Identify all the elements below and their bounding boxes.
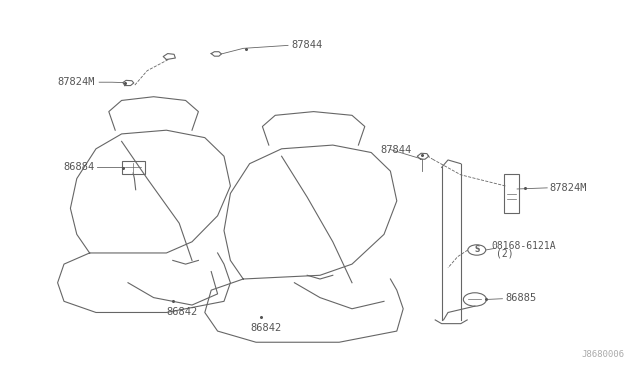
- Text: 86842: 86842: [250, 323, 281, 333]
- Text: 86885: 86885: [506, 294, 537, 303]
- FancyBboxPatch shape: [504, 174, 519, 213]
- Text: 86842: 86842: [167, 307, 198, 317]
- Text: 87824M: 87824M: [57, 77, 95, 87]
- Text: 86884: 86884: [63, 163, 95, 172]
- Text: J8680006: J8680006: [581, 350, 624, 359]
- Text: S: S: [474, 246, 479, 254]
- Text: 87844: 87844: [291, 40, 323, 49]
- Text: 08168-6121A: 08168-6121A: [492, 241, 556, 250]
- Text: 87824M: 87824M: [549, 183, 587, 193]
- Text: 87844: 87844: [381, 145, 412, 154]
- Text: (2): (2): [496, 249, 514, 259]
- FancyBboxPatch shape: [122, 161, 145, 174]
